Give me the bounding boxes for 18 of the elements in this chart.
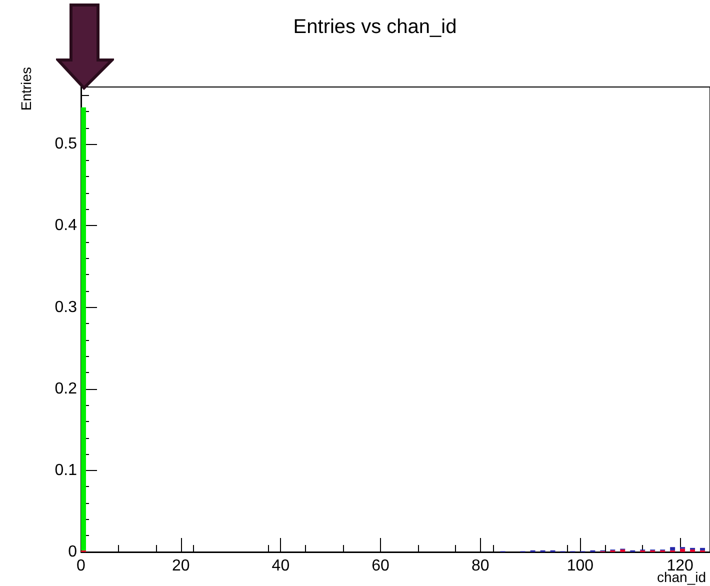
y-tick-label: 0.5 [54, 136, 78, 153]
y-tick-label: 0.3 [54, 298, 78, 316]
bar [680, 548, 686, 552]
x-tick-label: 80 [471, 558, 490, 574]
y-axis-title: Entries [18, 67, 34, 111]
x-tick-label: 40 [272, 558, 290, 574]
x-tick-label: 20 [172, 558, 190, 574]
y-tick-label: 0 [68, 544, 78, 560]
x-tick-label: 100 [566, 558, 594, 574]
y-tick-label: 0.4 [54, 217, 78, 234]
x-tick-label: 120 [666, 558, 694, 574]
x-tick-label: 60 [372, 558, 390, 574]
y-tick-label: 0.2 [54, 380, 78, 398]
chart-title: Entries vs chan_id [293, 16, 457, 38]
y-tick-label: 0.1 [54, 462, 78, 479]
bar [670, 547, 676, 550]
bar [700, 548, 706, 550]
bar [81, 107, 86, 550]
